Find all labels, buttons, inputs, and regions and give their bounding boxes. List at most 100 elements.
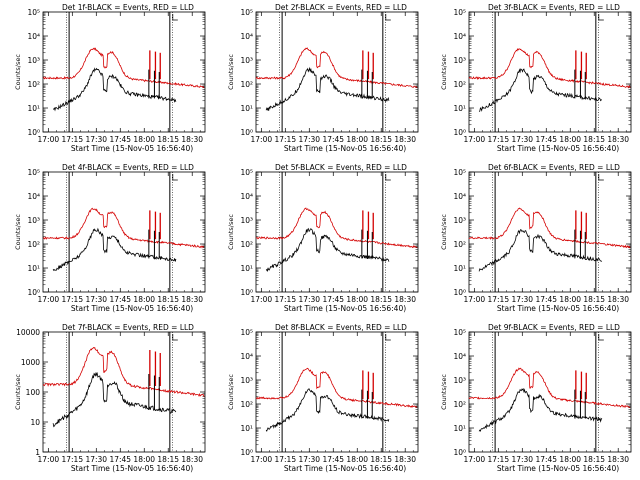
x-tick-label: 17:15 [487, 455, 509, 464]
panel-title: Det 1f-BLACK = Events, RED = LLD [62, 3, 194, 12]
x-axis-label: Start Time (15-Nov-05 16:56:40) [71, 144, 193, 153]
x-tick-label: 18:30 [607, 295, 629, 304]
y-tick-label: 10⁵ [240, 168, 253, 177]
y-tick-label: 10⁰ [240, 128, 253, 137]
lld-series-line [468, 207, 631, 249]
x-tick-label: 17:45 [535, 295, 557, 304]
detector-panel: Det 5f-BLACK = Events, RED = LLD 10⁰ 10¹ 10… [227, 163, 419, 313]
y-axis-label: Counts/sec [14, 214, 22, 250]
y-tick-label: 10⁵ [453, 8, 466, 17]
y-tick-label: 10³ [240, 216, 253, 225]
y-tick-label: 10⁰ [453, 288, 466, 297]
x-tick-label: 18:00 [559, 295, 581, 304]
x-tick-label: 17:45 [535, 455, 557, 464]
y-tick-label: 10² [240, 240, 253, 249]
plot-frame [42, 171, 206, 293]
y-tick-label: 10² [453, 80, 466, 89]
x-tick-label: 18:00 [346, 135, 368, 144]
x-tick-label: 17:45 [322, 455, 344, 464]
x-tick-label: 17:30 [85, 455, 107, 464]
y-tick-label: 100 [26, 388, 41, 397]
y-tick-label: 10⁵ [453, 328, 466, 337]
x-tick-label: 17:30 [298, 455, 320, 464]
x-tick-label: 18:30 [607, 135, 629, 144]
x-tick-label: 18:30 [394, 455, 416, 464]
y-tick-label: 10⁴ [27, 192, 40, 201]
x-tick-label: 17:15 [487, 135, 509, 144]
y-tick-label: 10¹ [240, 104, 253, 113]
x-tick-label: 17:30 [511, 135, 533, 144]
plot-frame [468, 171, 632, 293]
events-series-line [265, 388, 390, 432]
lld-series-line [468, 48, 631, 89]
y-tick-label: 10⁰ [27, 288, 40, 297]
marker-flag [385, 14, 391, 21]
x-tick-label: 18:30 [607, 455, 629, 464]
x-tick-label: 17:30 [85, 295, 107, 304]
x-axis-label: Start Time (15-Nov-05 16:56:40) [284, 144, 406, 153]
panel-title: Det 6f-BLACK = Events, RED = LLD [488, 163, 620, 172]
plot-frame [255, 331, 419, 453]
y-tick-label: 10¹ [240, 264, 253, 273]
x-axis-label: Start Time (15-Nov-05 16:56:40) [497, 464, 619, 473]
y-tick-label: 10⁴ [240, 352, 253, 361]
lld-series-line [255, 367, 418, 409]
x-tick-label: 17:30 [511, 295, 533, 304]
x-tick-label: 18:15 [583, 135, 605, 144]
y-tick-label: 10⁰ [453, 448, 466, 457]
x-tick-label: 18:30 [181, 135, 203, 144]
x-tick-label: 17:15 [274, 295, 296, 304]
y-tick-label: 1 [35, 448, 40, 457]
lld-series-line [255, 47, 418, 88]
y-tick-label: 1000 [21, 358, 40, 367]
panel-title: Det 7f-BLACK = Events, RED = LLD [62, 323, 194, 332]
panel-title: Det 8f-BLACK = Events, RED = LLD [275, 323, 407, 332]
lld-series-line [255, 207, 418, 249]
marker-flag [598, 334, 604, 341]
detector-panel: Det 1f-BLACK = Events, RED = LLD 10⁰ 10¹ 10… [14, 3, 206, 153]
lld-series-line [42, 346, 205, 398]
y-axis-label: Counts/sec [14, 374, 22, 410]
x-tick-label: 17:30 [298, 135, 320, 144]
y-tick-label: 10³ [453, 376, 466, 385]
x-tick-label: 17:45 [322, 295, 344, 304]
x-tick-label: 18:30 [394, 135, 416, 144]
lld-series-line [468, 367, 631, 409]
x-tick-label: 17:00 [38, 135, 60, 144]
x-tick-label: 17:15 [487, 295, 509, 304]
x-tick-label: 17:00 [251, 135, 273, 144]
plot-frame [255, 171, 419, 293]
y-tick-label: 10⁵ [240, 328, 253, 337]
y-tick-label: 10¹ [240, 424, 253, 433]
x-tick-label: 18:00 [133, 135, 155, 144]
plot-frame [255, 11, 419, 133]
y-tick-label: 10² [240, 400, 253, 409]
events-series-line [478, 68, 602, 112]
y-axis-label: Counts/sec [227, 374, 235, 410]
detector-panel: Det 6f-BLACK = Events, RED = LLD 10⁰ 10¹ 10… [440, 163, 632, 313]
x-tick-label: 18:15 [157, 455, 179, 464]
y-tick-label: 10⁴ [240, 192, 253, 201]
marker-flag [385, 174, 391, 181]
x-tick-label: 17:45 [109, 135, 131, 144]
x-tick-label: 18:15 [583, 295, 605, 304]
y-tick-label: 10⁵ [453, 168, 466, 177]
x-tick-label: 18:15 [583, 455, 605, 464]
x-tick-label: 18:00 [133, 295, 155, 304]
x-tick-label: 18:30 [181, 455, 203, 464]
events-series-line [53, 67, 177, 112]
y-tick-label: 10⁰ [240, 448, 253, 457]
x-tick-label: 17:00 [251, 455, 273, 464]
y-axis-label: Counts/sec [227, 54, 235, 90]
x-tick-label: 17:00 [464, 455, 486, 464]
x-tick-label: 17:00 [38, 455, 60, 464]
panel-title: Det 5f-BLACK = Events, RED = LLD [275, 163, 407, 172]
x-tick-label: 18:00 [559, 135, 581, 144]
x-axis-label: Start Time (15-Nov-05 16:56:40) [71, 304, 193, 313]
x-tick-label: 17:30 [85, 135, 107, 144]
y-tick-label: 10³ [240, 56, 253, 65]
x-tick-label: 17:00 [464, 295, 486, 304]
y-axis-label: Counts/sec [227, 214, 235, 250]
x-axis-label: Start Time (15-Nov-05 16:56:40) [284, 304, 406, 313]
